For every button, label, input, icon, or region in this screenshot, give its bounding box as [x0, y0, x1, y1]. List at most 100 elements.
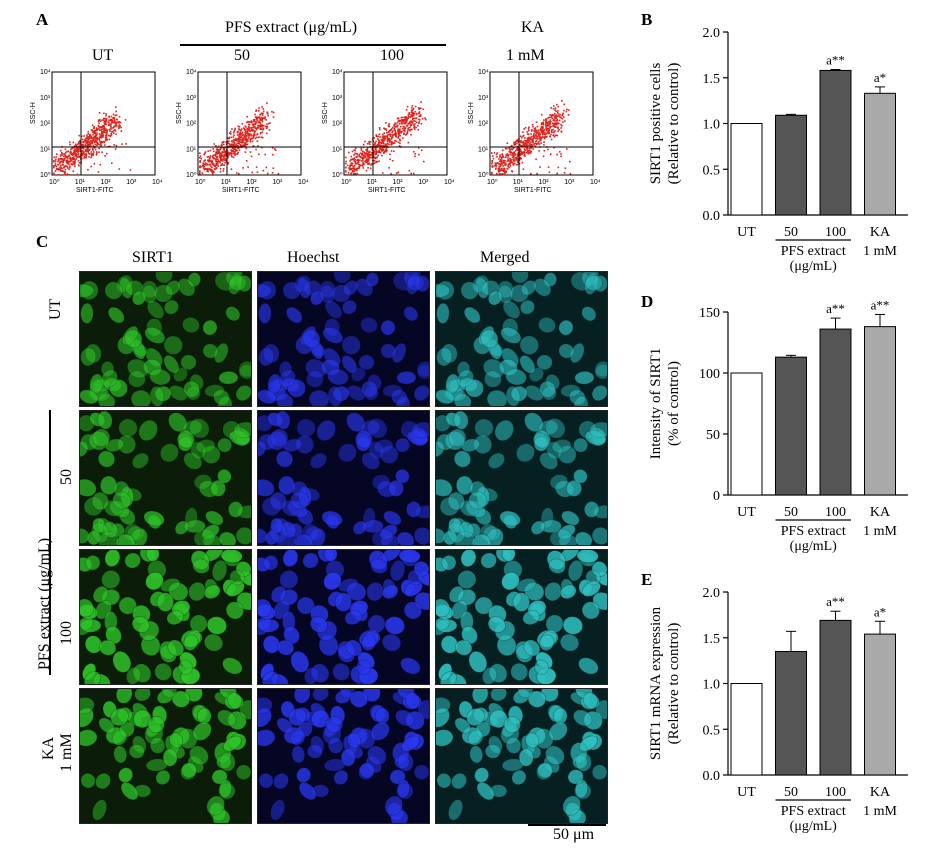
flow-event-dot	[68, 174, 71, 176]
flow-event-dot	[259, 117, 262, 120]
flow-event-dot	[491, 161, 493, 163]
flow-event-dot	[248, 127, 250, 130]
cell-nucleus	[405, 501, 422, 518]
flow-event-dot	[90, 129, 93, 131]
flow-event-dot	[375, 134, 377, 136]
flow-event-dot	[227, 161, 230, 164]
flow-event-dot	[418, 107, 421, 110]
flow-event-dot	[247, 134, 249, 137]
flow-event-dot	[417, 107, 420, 109]
cell-nucleus	[480, 552, 497, 569]
flow-event-dot	[244, 131, 246, 133]
flow-event-dot	[88, 145, 91, 147]
cell-nucleus	[155, 769, 171, 786]
flow-y-tick: 10¹	[478, 146, 489, 153]
cell-nucleus	[196, 707, 212, 725]
flow-event-dot	[362, 167, 365, 169]
flow-event-dot	[114, 114, 117, 117]
flow-event-dot	[385, 122, 387, 124]
flow-y-tick: 10⁰	[186, 171, 197, 179]
flow-event-dot	[263, 117, 265, 119]
flow-event-dot	[547, 124, 550, 126]
flow-event-dot	[386, 143, 388, 145]
flow-event-dot	[522, 142, 525, 145]
cell-nucleus	[159, 577, 181, 593]
flow-event-dot	[422, 108, 425, 111]
flow-event-dot	[540, 127, 542, 130]
flow-event-dot	[376, 161, 379, 163]
significance-label: a**	[826, 301, 845, 316]
flow-event-dot	[414, 155, 416, 158]
flow-event-dot	[238, 139, 240, 142]
y-tick-label: 0.0	[703, 769, 721, 784]
cell-nucleus	[104, 550, 121, 568]
cell-nucleus	[381, 584, 399, 600]
flow-event-dot	[70, 153, 73, 156]
flow-event-dot	[213, 154, 216, 156]
flow-event-dot	[78, 141, 80, 143]
flow-event-dot	[530, 133, 532, 135]
flow-event-dot	[519, 149, 522, 151]
flow-event-dot	[64, 154, 67, 156]
flow-event-dot	[510, 151, 513, 154]
bar-UT	[730, 372, 763, 496]
flow-event-dot	[396, 124, 399, 127]
flow-event-dot	[531, 123, 534, 126]
flow-event-dot	[493, 151, 496, 154]
flow-event-dot	[533, 144, 535, 146]
cell-nucleus	[490, 689, 508, 702]
flow-event-dot	[228, 143, 231, 145]
cell-nucleus	[562, 616, 584, 635]
panel-e-letter: E	[641, 570, 653, 589]
flow-event-dot	[527, 137, 530, 139]
flow-event-dot	[506, 153, 509, 155]
flow-event-dot	[100, 133, 103, 136]
flow-event-dot	[88, 156, 90, 158]
flow-event-dot	[239, 144, 242, 147]
flow-event-dot	[375, 153, 377, 155]
flow-event-dot	[515, 157, 517, 159]
flow-event-dot	[410, 124, 413, 126]
flow-event-dot	[394, 129, 396, 132]
side-group-line	[49, 410, 51, 675]
cell-nucleus	[202, 319, 218, 336]
row-label-ka: KA	[40, 736, 57, 760]
flow-event-dot	[233, 129, 236, 131]
flow-event-dot	[78, 148, 80, 150]
cell-nucleus	[461, 625, 478, 645]
flow-x-tick: 10³	[126, 179, 137, 186]
flow-y-axis-label: SSC-H	[468, 102, 475, 124]
cell-nucleus	[347, 732, 362, 749]
flow-event-dot	[356, 155, 359, 158]
flow-event-dot	[368, 156, 371, 159]
flow-event-dot	[262, 112, 264, 115]
flow-event-dot	[498, 173, 501, 175]
flow-event-dot	[561, 114, 563, 117]
flow-event-dot	[208, 161, 211, 163]
flow-event-dot	[541, 127, 544, 130]
flow-event-dot	[358, 154, 361, 156]
flow-event-dot	[224, 152, 227, 155]
flow-event-dot	[199, 172, 201, 175]
flow-event-dot	[238, 128, 241, 131]
flow-event-dot	[227, 137, 229, 139]
flow-event-dot	[556, 122, 558, 124]
flow-event-dot	[375, 149, 378, 151]
flow-event-dot	[218, 155, 221, 157]
flow-event-dot	[117, 121, 120, 124]
flow-event-dot	[105, 118, 108, 120]
flow-event-dot	[89, 134, 92, 137]
flow-event-dot	[397, 128, 400, 130]
cell-nucleus	[147, 716, 165, 734]
flow-event-dot	[93, 127, 95, 129]
flow-event-dot	[398, 122, 401, 125]
flow-event-dot	[404, 122, 407, 125]
flow-event-dot	[202, 165, 205, 168]
flow-event-dot	[233, 134, 235, 137]
flow-event-dot	[92, 152, 94, 155]
flow-event-dot	[60, 160, 63, 163]
flow-event-dot	[205, 164, 207, 166]
flow-event-dot	[544, 118, 547, 120]
flow-event-dot	[55, 153, 58, 155]
flow-event-dot	[419, 113, 422, 116]
